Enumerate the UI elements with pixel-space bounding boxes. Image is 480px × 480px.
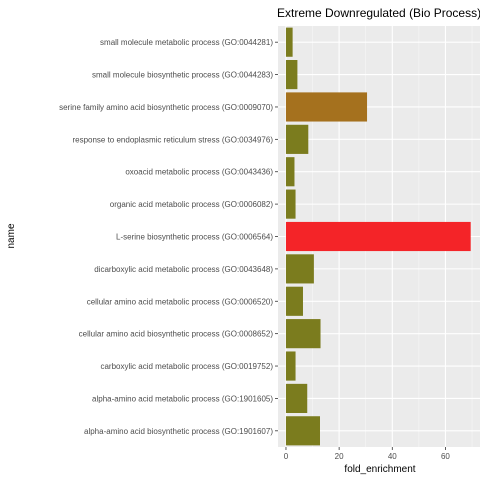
y-tick-label: alpha-amino acid metabolic process (GO:1… [92,394,273,403]
y-tick-label: alpha-amino acid biosynthetic process (G… [84,427,273,436]
y-tick-label: response to endoplasmic reticulum stress… [72,135,273,144]
chart-title: Extreme Downregulated (Bio Process) [277,6,480,20]
x-tick-label: 20 [335,452,344,461]
y-tick-label: cellular amino acid metabolic process (G… [87,297,274,306]
bar [285,383,308,413]
bar [285,319,321,349]
y-tick-label: cellular amino acid biosynthetic process… [79,330,274,339]
bar [285,124,309,154]
bar [285,416,320,446]
bar [285,157,295,187]
bar [285,92,368,122]
bar [285,254,314,284]
y-tick-label: small molecule metabolic process (GO:004… [100,38,273,47]
bar [285,351,296,381]
y-axis-title: name [6,223,17,248]
y-tick-label: carboxylic acid metabolic process (GO:00… [100,362,273,371]
x-tick-label: 60 [441,452,450,461]
bar [285,189,296,219]
bar [285,286,303,316]
y-tick-label: oxoacid metabolic process (GO:0043436) [125,168,273,177]
bar [285,27,293,57]
bar [285,221,471,252]
y-tick-label: organic acid metabolic process (GO:00060… [110,200,274,209]
x-tick-label: 40 [388,452,397,461]
y-tick-label: L-serine biosynthetic process (GO:000656… [116,233,273,242]
bar [285,60,298,90]
y-tick-label: small molecule biosynthetic process (GO:… [92,71,273,80]
y-tick-label: dicarboxylic acid metabolic process (GO:… [94,265,273,274]
y-tick-label: serine family amino acid biosynthetic pr… [59,103,273,112]
x-axis-title: fold_enrichment [344,464,415,475]
x-tick-label: 0 [284,452,289,461]
